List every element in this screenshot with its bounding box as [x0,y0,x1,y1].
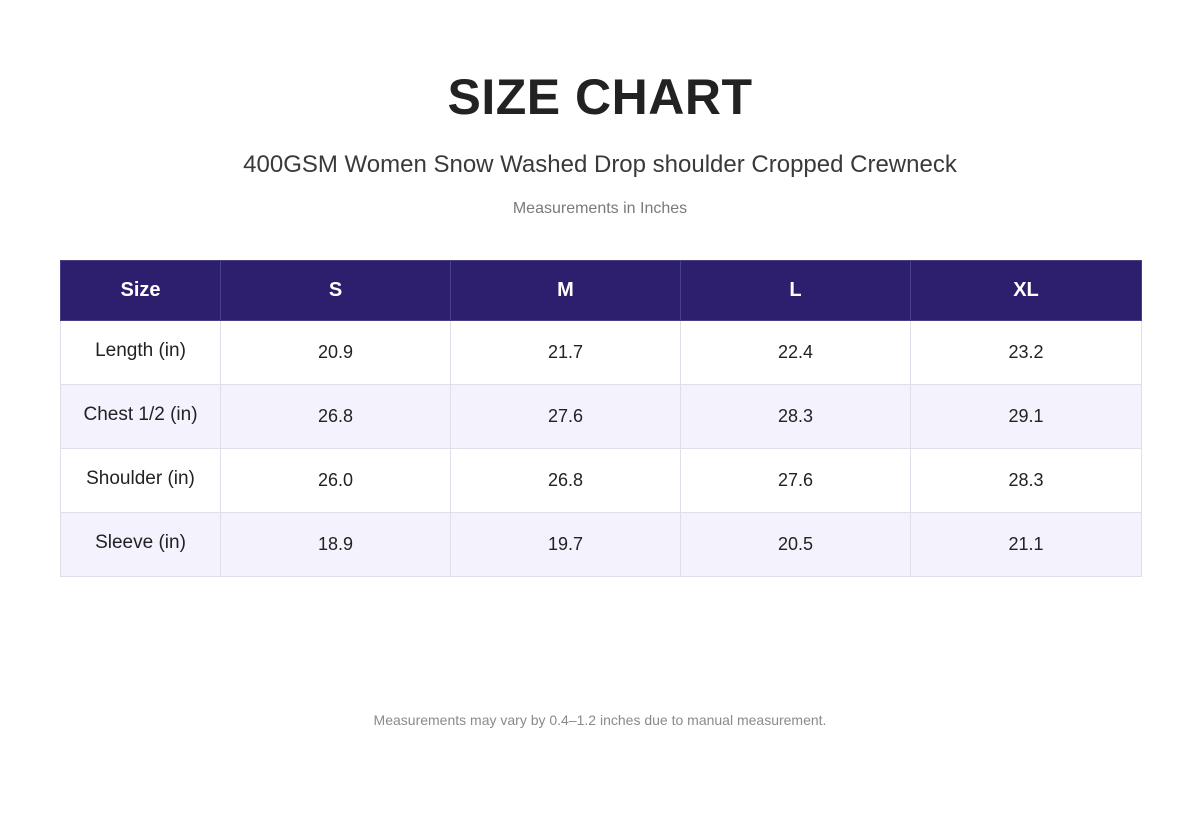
table-cell: 27.6 [680,448,911,513]
table-cell: 18.9 [220,512,451,577]
table-row: Sleeve (in) 18.9 19.7 20.5 21.1 [60,512,1142,577]
table-cell: 20.9 [220,320,451,385]
table-cell: 27.6 [450,384,681,449]
table-cell: 28.3 [910,448,1142,513]
row-label-sleeve: Sleeve (in) [60,512,221,577]
column-header-xl: XL [910,260,1142,321]
row-label-shoulder: Shoulder (in) [60,448,221,513]
table-row: Shoulder (in) 26.0 26.8 27.6 28.3 [60,448,1142,513]
table-cell: 21.7 [450,320,681,385]
table-cell: 28.3 [680,384,911,449]
row-label-length: Length (in) [60,320,221,385]
column-header-l: L [680,260,911,321]
table-cell: 26.8 [450,448,681,513]
table-cell: 26.0 [220,448,451,513]
table-row: Length (in) 20.9 21.7 22.4 23.2 [60,320,1142,385]
table-cell: 26.8 [220,384,451,449]
size-table: Size S M L XL Length (in) 20.9 21.7 22.4… [60,260,1142,577]
table-row: Chest 1/2 (in) 26.8 27.6 28.3 29.1 [60,384,1142,449]
measurement-footnote: Measurements may vary by 0.4–1.2 inches … [373,712,827,728]
table-cell: 23.2 [910,320,1142,385]
table-cell: 20.5 [680,512,911,577]
table-cell: 22.4 [680,320,911,385]
table-cell: 19.7 [450,512,681,577]
units-note: Measurements in Inches [512,200,688,217]
table-cell: 21.1 [910,512,1142,577]
column-header-size: Size [60,260,221,321]
column-header-s: S [220,260,451,321]
table-cell: 29.1 [910,384,1142,449]
page-title: SIZE CHART [447,69,753,125]
column-header-m: M [450,260,681,321]
product-name: 400GSM Women Snow Washed Drop shoulder C… [243,151,957,178]
row-label-chest: Chest 1/2 (in) [60,384,221,449]
table-header-row: Size S M L XL [60,260,1142,321]
